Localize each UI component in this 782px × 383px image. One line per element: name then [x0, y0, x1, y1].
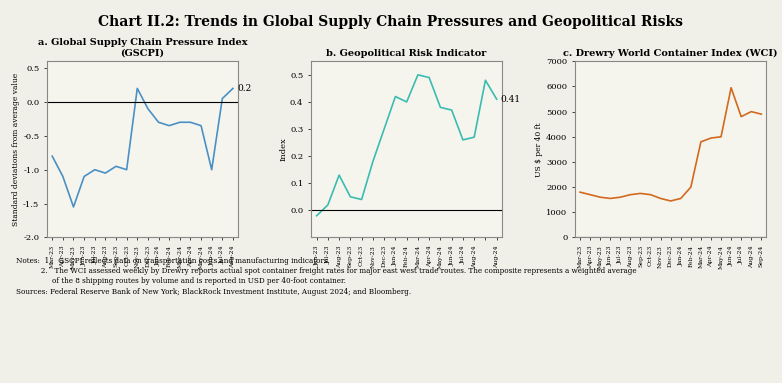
Text: Notes:  1.   GSCPI reflects data on transportation costs and manufacturing indic: Notes: 1. GSCPI reflects data on transpo…: [16, 257, 637, 296]
Title: c. Drewry World Container Index (WCI): c. Drewry World Container Index (WCI): [564, 49, 778, 58]
Text: 0.2: 0.2: [237, 84, 251, 93]
Y-axis label: US $ per 40 ft: US $ per 40 ft: [536, 122, 543, 177]
Text: Chart II.2: Trends in Global Supply Chain Pressures and Geopolitical Risks: Chart II.2: Trends in Global Supply Chai…: [99, 15, 683, 29]
Text: 0.41: 0.41: [500, 95, 521, 104]
Y-axis label: Index: Index: [279, 137, 287, 161]
Title: b. Geopolitical Risk Indicator: b. Geopolitical Risk Indicator: [326, 49, 487, 58]
Y-axis label: Standard deviations from average value: Standard deviations from average value: [13, 73, 20, 226]
Title: a. Global Supply Chain Pressure Index
(GSCPI): a. Global Supply Chain Pressure Index (G…: [38, 38, 247, 58]
